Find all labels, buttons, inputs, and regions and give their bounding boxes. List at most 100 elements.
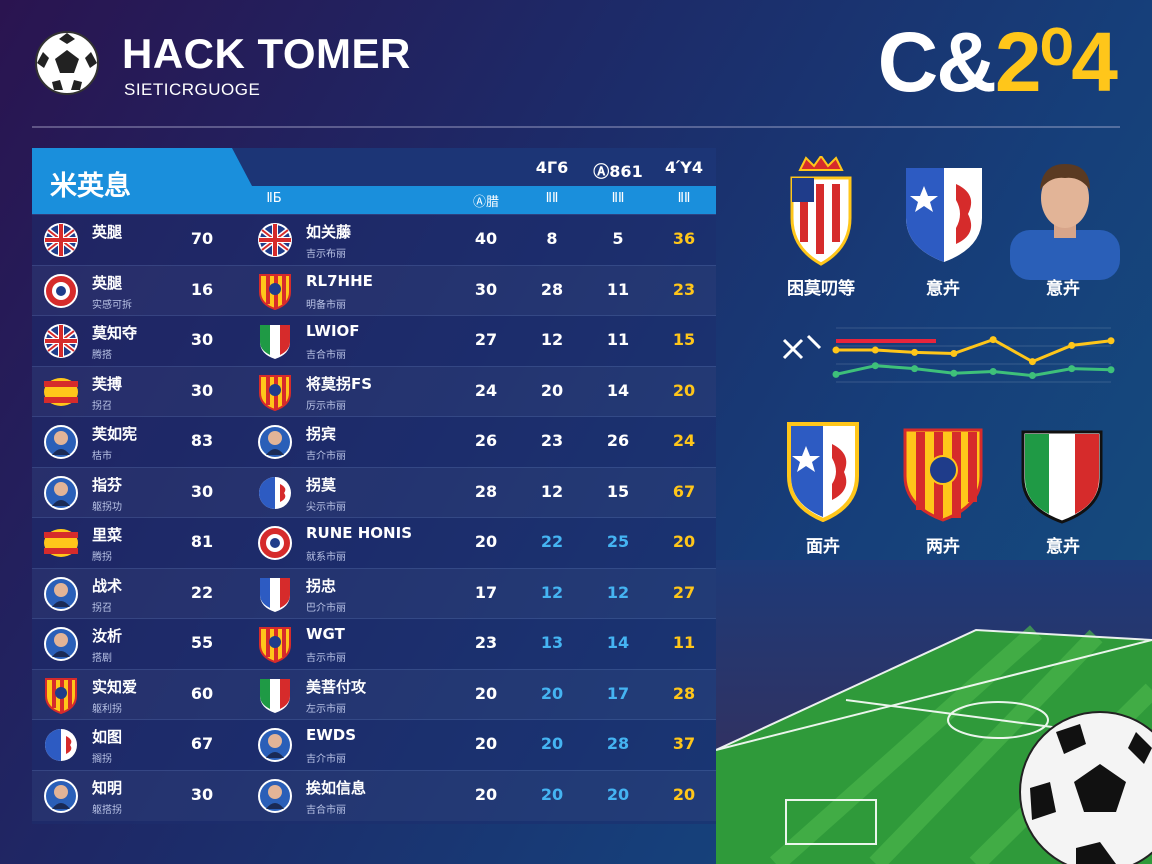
stat-cell: 15: [672, 330, 696, 349]
stat-cell: 20: [540, 784, 564, 804]
shield-italy-icon[interactable]: [1020, 428, 1104, 524]
table-row[interactable]: 莫知夺 腾搭 30 LWIOF 吉合市丽 27 12 11 15: [32, 315, 716, 366]
team-name: 英腿: [92, 223, 123, 241]
table-row[interactable]: 知明 躯搭拐 30 挨如信息 吉合市丽 20 20 20 20: [32, 769, 716, 821]
featured-label: 意卉: [1046, 537, 1080, 557]
team-number: 30: [190, 380, 214, 400]
shield-blue-white-icon: [45, 729, 77, 761]
team-name: 知明: [92, 778, 123, 797]
player-avatar-icon: [258, 425, 292, 459]
chart-point: [871, 346, 879, 354]
stat-cell: 20: [474, 784, 498, 804]
column-header-top[interactable]: 4Ύ4: [665, 158, 703, 177]
chart-point: [1107, 337, 1115, 345]
chart-point: [911, 348, 919, 356]
table-row[interactable]: 英腿 70 如关藤 吉示布丽 40 8 5 36: [32, 214, 716, 265]
column-header[interactable]: Ⓐ腊: [472, 195, 499, 210]
flag-spain-icon: [44, 529, 78, 557]
column-header[interactable]: ⅡⅡ: [677, 191, 691, 206]
featured-label: 意卉: [926, 279, 960, 299]
season-logo: C&2⁰4: [878, 20, 1118, 104]
opponent-name: 挨如信息: [306, 778, 367, 797]
stat-cell: 23: [540, 431, 564, 450]
column-header-top[interactable]: Ⓐ861: [593, 162, 643, 181]
chart-point: [950, 369, 958, 377]
stat-cell: 11: [672, 633, 696, 652]
table-row[interactable]: 芙搏 拐召 30 将莫拐FS 厉示市丽 24 20 14 20: [32, 365, 716, 417]
shield-blue-white-icon[interactable]: [904, 164, 984, 264]
stat-cell: 20: [474, 683, 498, 703]
club-badge-icon: [44, 273, 78, 308]
chart-point: [989, 368, 997, 375]
opponent-name: 将莫拐FS: [306, 374, 373, 393]
opponent-subtitle: 巴介市丽: [306, 602, 346, 614]
opponent-subtitle: 就系市丽: [306, 552, 346, 563]
team-subtitle: 腾搭: [92, 350, 112, 361]
shield-red-yellow-icon: [45, 677, 77, 714]
stat-cell: 14: [606, 380, 630, 400]
team-subtitle: 躯利拐: [92, 703, 122, 715]
player-avatar-icon: [258, 728, 292, 762]
column-header[interactable]: ⅡⅡ: [611, 191, 625, 206]
stat-cell: 25: [606, 532, 630, 551]
player-portrait-icon[interactable]: [1010, 160, 1120, 280]
team-number: 16: [190, 279, 214, 299]
stat-cell: 67: [672, 481, 696, 501]
team-number: 30: [190, 481, 214, 501]
column-header-top[interactable]: 4Γ6: [535, 158, 569, 177]
opponent-name: 拐宾: [306, 425, 337, 443]
table-row[interactable]: 如图 搁拐 67 EWDS 吉介市丽 20 20 28 37: [32, 719, 716, 770]
stat-cell: 27: [672, 582, 696, 602]
table-row[interactable]: 战术 拐召 22 拐忠 巴介市丽 17 12 12 27: [32, 567, 716, 619]
stat-cell: 20: [474, 734, 498, 753]
player-avatar-icon: [44, 425, 78, 459]
team-number: 81: [190, 532, 214, 551]
table-header-band: [232, 148, 716, 186]
stat-cell: 11: [606, 279, 630, 299]
flag-uk-icon: [44, 223, 78, 257]
stat-cell: 40: [474, 229, 498, 248]
shield-red-yellow-icon: [259, 627, 291, 663]
column-header[interactable]: ⅡⅡ: [545, 191, 559, 206]
featured-label: 两卉: [926, 537, 960, 557]
stat-cell: 12: [540, 330, 564, 349]
shield-blue-white-icon[interactable]: [786, 420, 860, 522]
column-header[interactable]: ⅡБ: [266, 191, 282, 206]
app-title: HACK TOMER: [122, 30, 411, 77]
table-row[interactable]: 实知爱 躯利拐 60 美菩付攻 左示市丽 20 20 17 28: [32, 668, 716, 720]
shield-blue-white-icon: [259, 476, 291, 509]
featured-label: 困莫叨等: [787, 279, 855, 299]
flag-spain-icon: [44, 377, 78, 406]
team-subtitle: 躯拐功: [92, 501, 122, 513]
table-row[interactable]: 里菜 腾拐 81 RUNE HONIS 就系市丽 20 22 25 20: [32, 517, 716, 568]
shield-red-yellow-icon[interactable]: [902, 426, 984, 522]
stat-cell: 24: [474, 380, 498, 400]
table-row[interactable]: 汝析 搭剧 55 WGT 吉示市丽 23 13 14 11: [32, 618, 716, 669]
team-name: 如图: [92, 728, 123, 746]
shield-italy-icon: [260, 325, 290, 359]
stat-cell: 8: [546, 229, 558, 248]
opponent-subtitle: 吉介市丽: [306, 754, 346, 765]
opponent-subtitle: 吉合市丽: [306, 350, 346, 361]
football-icon: [1019, 711, 1152, 864]
stat-cell: 24: [672, 431, 696, 450]
shield-france-icon: [260, 577, 290, 612]
stat-cell: 36: [672, 229, 696, 248]
team-number: 60: [190, 683, 214, 703]
chart-point: [1107, 366, 1115, 374]
opponent-name: WGT: [306, 625, 345, 643]
stat-cell: 11: [606, 330, 630, 349]
team-subtitle: 搁拐: [92, 754, 112, 765]
crown-crest-icon[interactable]: [786, 156, 856, 266]
stat-cell: 30: [474, 279, 498, 299]
player-avatar-icon: [44, 475, 78, 510]
player-avatar-icon: [44, 627, 78, 661]
stat-cell: 20: [606, 784, 630, 804]
table-row[interactable]: 芙如宪 桔市 83 拐宾 吉介市丽 26 23 26 24: [32, 416, 716, 467]
table-row[interactable]: 指芬 躯拐功 30 拐莫 尖示市丽 28 12 15 67: [32, 466, 716, 518]
team-subtitle: 拐召: [92, 400, 112, 412]
table-title: 米英息: [50, 171, 131, 202]
opponent-subtitle: 尖示市丽: [306, 501, 346, 513]
table-row[interactable]: 英腿 实感可拆 16 RL7HHE 明备市丽 30 28 11 23: [32, 264, 716, 316]
stat-cell: 13: [540, 633, 564, 652]
